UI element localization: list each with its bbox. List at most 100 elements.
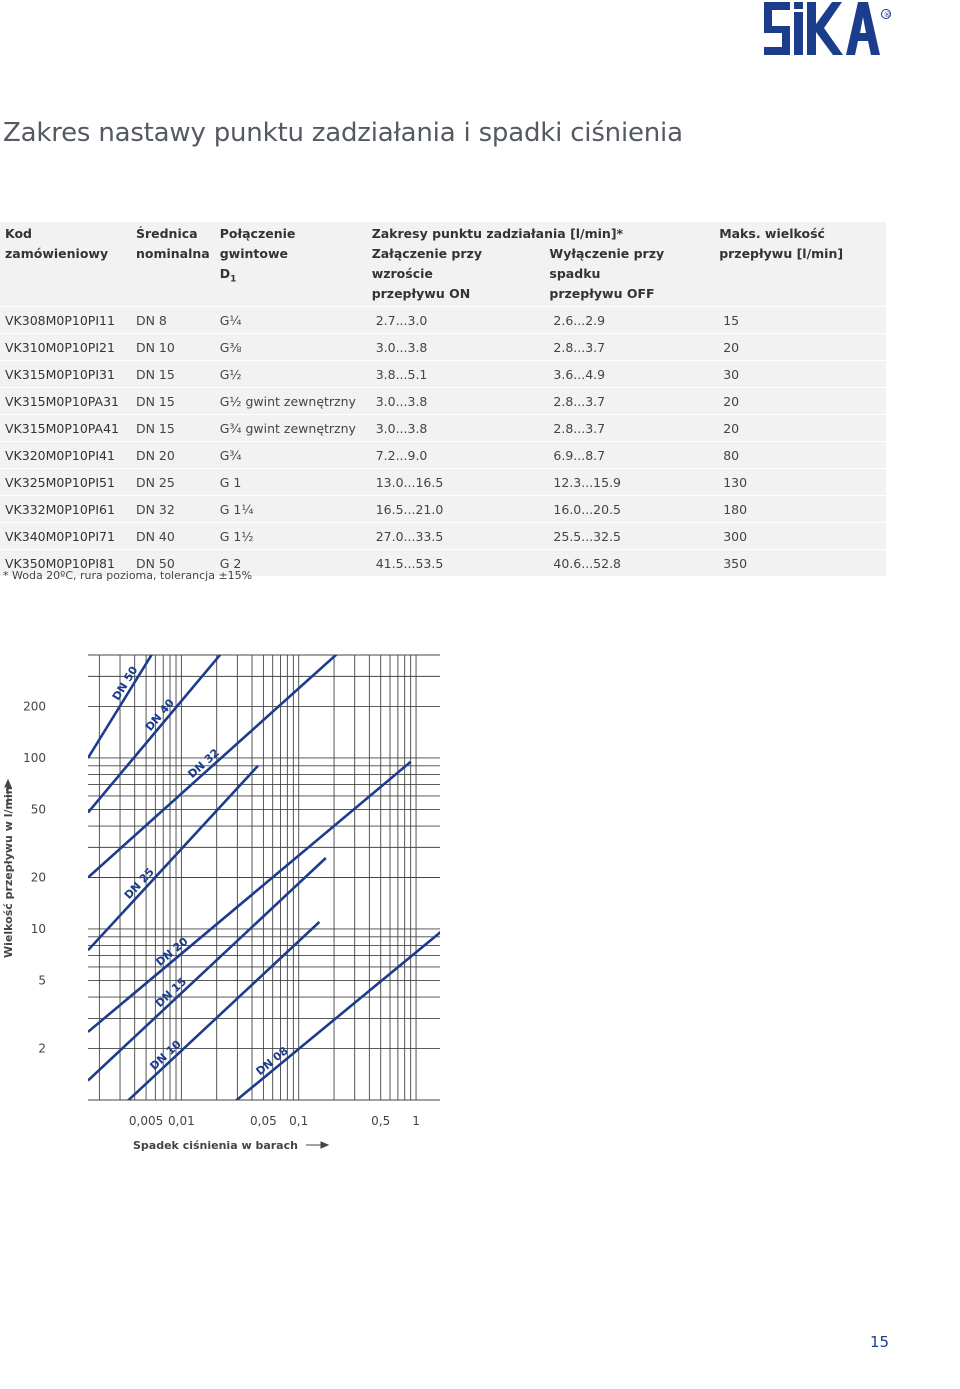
cell-code: VK310M0P10PI21 — [0, 333, 131, 361]
y-tick-label: 20 — [31, 871, 46, 885]
series-line-dn-25 — [88, 764, 259, 952]
header-max: Maks. wielkość przepływu [l/min] — [714, 222, 886, 307]
cell-on: 13.0...16.5 — [366, 468, 545, 496]
cell-thread: G 1½ — [214, 522, 367, 550]
cell-code: VK325M0P10PI51 — [0, 468, 131, 496]
cell-dn: DN 8 — [130, 306, 215, 334]
cell-max: 300 — [714, 522, 886, 550]
cell-on: 3.0...3.8 — [366, 414, 545, 442]
cell-max: 20 — [714, 333, 886, 361]
cell-code: VK332M0P10PI61 — [0, 495, 131, 523]
cell-thread: G¾ gwint zewnętrzny — [214, 414, 367, 442]
cell-off: 6.9...8.7 — [544, 441, 715, 469]
page-title: Zakres nastawy punktu zadziałania i spad… — [3, 118, 683, 148]
series-line-dn-50 — [88, 655, 153, 759]
header-code: Kod zamówieniowy — [0, 222, 131, 307]
table-row: VK315M0P10PA31 DN 15 G½ gwint zewnętrzny 3.… — [0, 387, 886, 415]
series-line-dn-32 — [88, 655, 338, 879]
cell-thread: G⅜ — [214, 333, 367, 361]
table-row: VK332M0P10PI61 DN 32 G 1¼ 16.5...21.0 16.0..… — [0, 495, 886, 523]
cell-on: 3.0...3.8 — [366, 333, 545, 361]
spec-table: Kod zamówieniowy Średnica nominalna Połącz… — [0, 222, 886, 576]
cell-code: VK340M0P10PI71 — [0, 522, 131, 550]
sika-logo: ® — [764, 2, 891, 55]
cell-code: VK315M0P10PA31 — [0, 387, 131, 415]
cell-dn: DN 15 — [130, 387, 215, 415]
x-tick-label: 0,1 — [289, 1114, 308, 1128]
series-line-dn-10 — [126, 920, 321, 1100]
cell-dn: DN 10 — [130, 333, 215, 361]
cell-thread: G¾ — [214, 441, 367, 469]
cell-dn: DN 32 — [130, 495, 215, 523]
cell-max: 80 — [714, 441, 886, 469]
cell-max: 20 — [714, 387, 886, 415]
y-tick-label: 100 — [23, 751, 46, 765]
cell-dn: DN 15 — [130, 414, 215, 442]
cell-thread: G 1¼ — [214, 495, 367, 523]
y-tick-label: 10 — [31, 922, 46, 936]
cell-code: VK320M0P10PI41 — [0, 441, 131, 469]
cell-off: 25.5...32.5 — [544, 522, 715, 550]
x-tick-label: 1 — [412, 1114, 420, 1128]
table-row: VK320M0P10PI41 DN 20 G¾ 7.2...9.0 6.9...8.7 8… — [0, 441, 886, 469]
cell-on: 27.0...33.5 — [366, 522, 545, 550]
series-line-dn-40 — [88, 655, 222, 814]
cell-thread: G 2 — [214, 549, 367, 576]
x-tick-label: 0,005 — [129, 1114, 163, 1128]
header-dn: Średnica nominalna — [130, 222, 215, 307]
cell-dn: DN 25 — [130, 468, 215, 496]
table-row: VK308M0P10PI11 DN 8 G¼ 2.7...3.0 2.6...2.9 15 — [0, 306, 886, 334]
cell-dn: DN 20 — [130, 441, 215, 469]
y-axis-label: Wielkość przepływu w l/min — [2, 786, 15, 958]
cell-max: 180 — [714, 495, 886, 523]
cell-on: 7.2...9.0 — [366, 441, 545, 469]
cell-code: VK315M0P10PA41 — [0, 414, 131, 442]
cell-off: 2.6...2.9 — [544, 306, 715, 334]
y-tick-label: 50 — [31, 802, 46, 816]
y-tick-label: 5 — [38, 973, 46, 987]
cell-max: 20 — [714, 414, 886, 442]
y-axis-arrow — [4, 778, 12, 805]
cell-thread: G½ — [214, 360, 367, 388]
cell-max: 350 — [714, 549, 886, 576]
table-header-row: Kod zamówieniowy Średnica nominalna Połącz… — [0, 222, 886, 307]
cell-off: 2.8...3.7 — [544, 414, 715, 442]
y-tick-label: 2 — [38, 1042, 46, 1056]
header-on: Załączenie przy wzroście przepływu ON — [366, 244, 545, 307]
cell-code: VK308M0P10PI11 — [0, 306, 131, 334]
cell-off: 3.6...4.9 — [544, 360, 715, 388]
table-row: VK350M0P10PI81 DN 50 G 2 41.5...53.5 40.6...… — [0, 549, 886, 576]
chart-grid — [88, 654, 440, 1101]
cell-max: 15 — [714, 306, 886, 334]
cell-off: 16.0...20.5 — [544, 495, 715, 523]
x-tick-label: 0,05 — [250, 1114, 277, 1128]
cell-dn: DN 40 — [130, 522, 215, 550]
cell-max: 30 — [714, 360, 886, 388]
registered-mark: ® — [884, 11, 891, 19]
cell-on: 3.0...3.8 — [366, 387, 545, 415]
cell-dn: DN 15 — [130, 360, 215, 388]
series-line-dn-08 — [234, 930, 440, 1100]
cell-thread: G 1 — [214, 468, 367, 496]
x-axis-label: Spadek ciśnienia w barach — [133, 1139, 298, 1152]
page-number: 15 — [870, 1333, 890, 1351]
cell-thread: G½ gwint zewnętrzny — [214, 387, 367, 415]
table-row: VK315M0P10PI31 DN 15 G½ 3.8...5.1 3.6...4.9 3… — [0, 360, 886, 388]
cell-dn: DN 50 — [130, 549, 215, 576]
table-row: VK310M0P10PI21 DN 10 G⅜ 3.0...3.8 2.8...3.7 2… — [0, 333, 886, 361]
header-thread: Połączenie gwintowe D1 — [214, 222, 367, 307]
x-axis-arrow — [306, 1141, 330, 1149]
y-tick-label: 200 — [23, 699, 46, 713]
cell-off: 12.3...15.9 — [544, 468, 715, 496]
cell-on: 3.8...5.1 — [366, 360, 545, 388]
cell-code: VK350M0P10PI81 — [0, 549, 131, 576]
cell-off: 2.8...3.7 — [544, 387, 715, 415]
cell-off: 2.8...3.7 — [544, 333, 715, 361]
cell-on: 16.5...21.0 — [366, 495, 545, 523]
cell-code: VK315M0P10PI31 — [0, 360, 131, 388]
pressure-drop-chart: 0,005 0,01 0,05 0,1 0,5 1 200 100 50 20 10 5 2 Spad… — [2, 654, 440, 1152]
cell-off: 40.6...52.8 — [544, 549, 715, 576]
header-range: Zakresy punktu zadziałania [l/min]* — [366, 222, 715, 244]
x-tick-label: 0,01 — [168, 1114, 195, 1128]
cell-max: 130 — [714, 468, 886, 496]
